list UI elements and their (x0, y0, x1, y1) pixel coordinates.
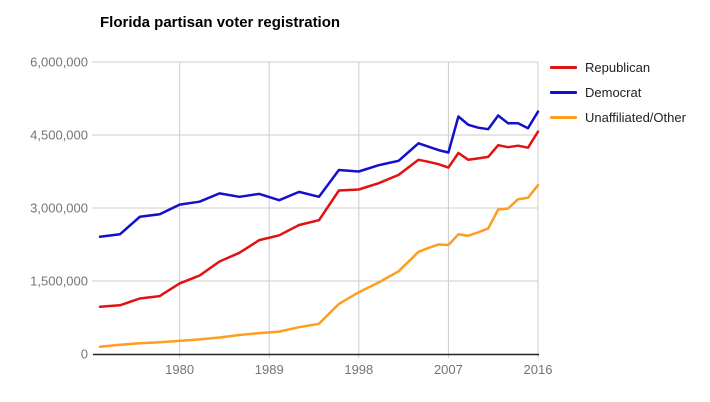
chart-title: Florida partisan voter registration (100, 14, 341, 31)
x-axis-tick-label: 2016 (524, 362, 553, 377)
y-axis-tick-label: 0 (81, 347, 88, 362)
democrat-line-swatch (550, 90, 577, 94)
legend-item-unaffiliated: Unaffiliated/Other (550, 109, 686, 125)
legend-label-democrat: Democrat (585, 84, 642, 100)
series-line-republican (98, 130, 540, 309)
legend-item-democrat: Democrat (550, 84, 686, 100)
x-axis-tick-label: 1989 (255, 362, 284, 377)
y-axis-tick-label: 6,000,000 (30, 55, 88, 70)
series-line-unaffiliated-other (98, 183, 540, 348)
y-axis-tick-label: 1,500,000 (30, 274, 88, 289)
legend-label-republican: Republican (585, 59, 651, 75)
legend-item-republican: Republican (550, 59, 686, 75)
unaffiliated-line-swatch (550, 115, 577, 119)
y-axis-tick-label: 3,000,000 (30, 201, 88, 216)
x-axis-tick-label: 1980 (165, 362, 194, 377)
republican-line-swatch (550, 65, 577, 69)
x-axis-tick-label: 1998 (344, 362, 373, 377)
x-axis-tick-label: 2007 (434, 362, 463, 377)
series-line-democrat (98, 110, 540, 238)
legend: Republican Democrat Unaffiliated/Other (550, 59, 686, 125)
legend-label-unaffiliated: Unaffiliated/Other (585, 109, 686, 125)
y-axis-tick-label: 4,500,000 (30, 128, 88, 143)
